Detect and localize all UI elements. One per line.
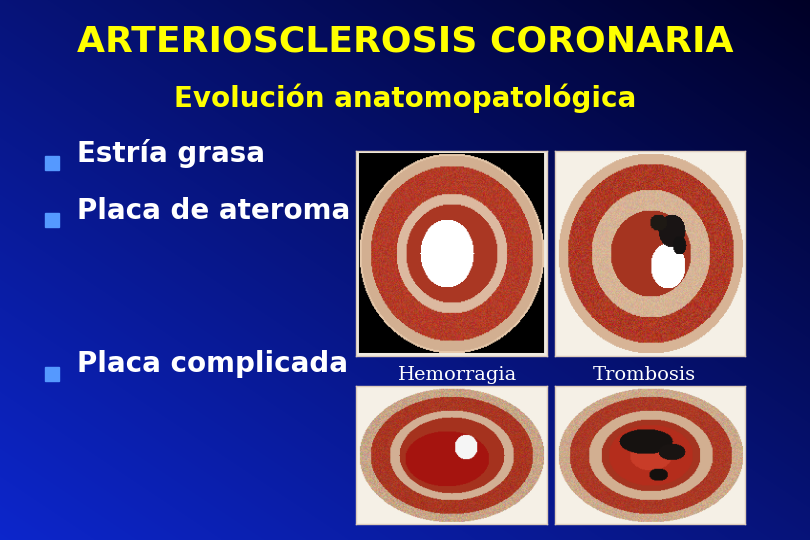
Text: ARTERIOSCLEROSIS CORONARIA: ARTERIOSCLEROSIS CORONARIA xyxy=(77,24,733,58)
Text: Placa de ateroma: Placa de ateroma xyxy=(77,197,350,225)
FancyBboxPatch shape xyxy=(45,367,59,381)
FancyBboxPatch shape xyxy=(45,213,59,227)
Text: Trombosis: Trombosis xyxy=(592,366,696,384)
FancyBboxPatch shape xyxy=(45,157,59,170)
Text: Estría grasa: Estría grasa xyxy=(77,139,265,168)
Text: Hemorragia: Hemorragia xyxy=(398,366,518,384)
Text: Placa complicada: Placa complicada xyxy=(77,350,348,379)
Text: Evolución anatomopatológica: Evolución anatomopatológica xyxy=(174,84,636,113)
